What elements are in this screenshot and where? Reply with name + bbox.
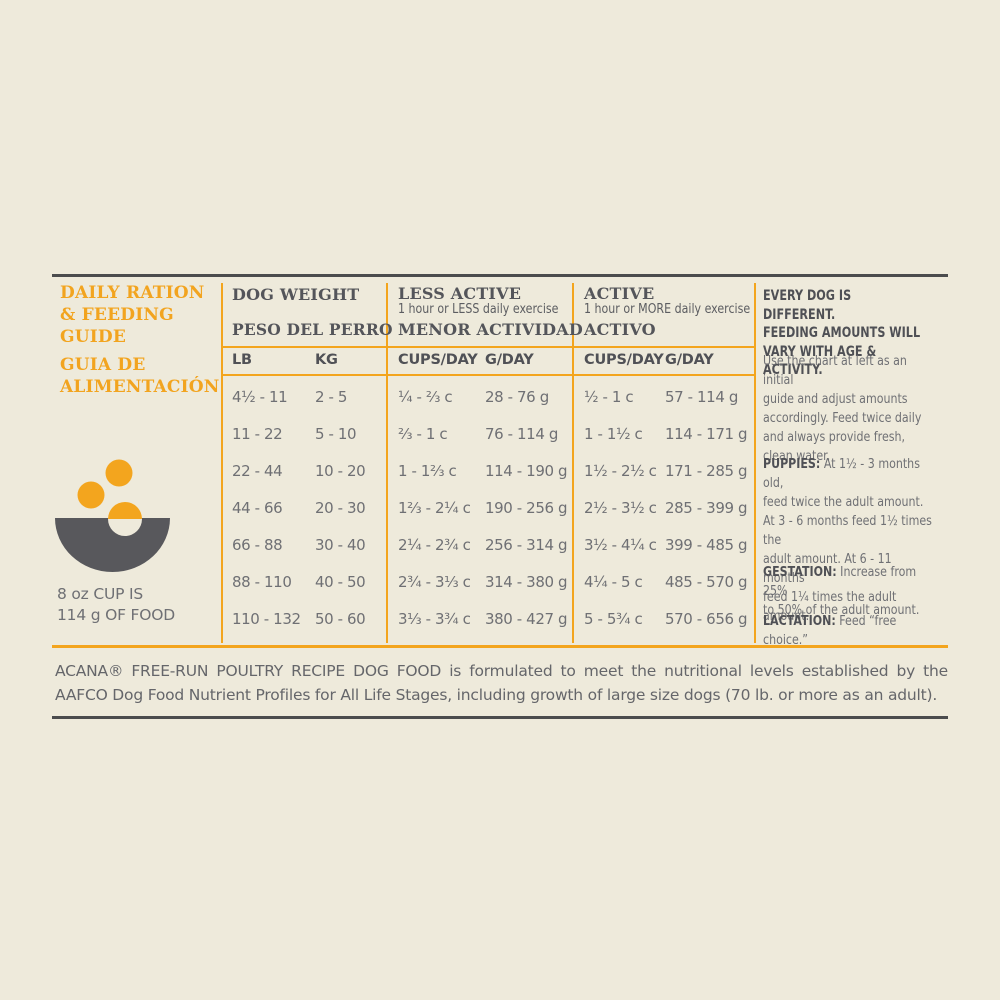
lactation-label: LACTATION: xyxy=(763,614,836,629)
cell-a_g: 285 - 399 g xyxy=(665,499,748,517)
col-header-cups-active: CUPS/DAY xyxy=(584,352,664,368)
cell-a_g: 485 - 570 g xyxy=(665,573,748,591)
puppies-label: PUPPIES: xyxy=(763,457,821,472)
feeding-table-rows: 4½ - 11 2 - 5 ¼ - ⅔ c 28 - 76 g ½ - 1 c 57 - … xyxy=(222,379,756,638)
puppies-paragraph: PUPPIES: At 1½ - 3 months old, feed twic… xyxy=(763,455,933,626)
cell-la_g: 256 - 314 g xyxy=(485,536,568,554)
table-row: 4½ - 11 2 - 5 ¼ - ⅔ c 28 - 76 g ½ - 1 c 57 - … xyxy=(222,379,756,416)
cell-a_cups: 5 - 5¾ c xyxy=(584,610,643,628)
cell-kg: 30 - 40 xyxy=(315,536,366,554)
puppies-text: At 1½ - 3 months old, feed twice the adu… xyxy=(763,457,932,624)
cell-kg: 40 - 50 xyxy=(315,573,366,591)
cell-la_cups: 3⅓ - 3¾ c xyxy=(398,610,471,628)
lactation-text: Feed “free choice.” xyxy=(763,614,897,648)
cell-la_g: 190 - 256 g xyxy=(485,499,568,517)
cell-lb: 22 - 44 xyxy=(232,462,283,480)
table-row: 88 - 110 40 - 50 2¾ - 3⅓ c 314 - 380 g 4¼ - … xyxy=(222,564,756,601)
active-subtitle: 1 hour or MORE daily exercise xyxy=(584,302,751,317)
cell-kg: 5 - 10 xyxy=(315,425,357,443)
table-subheader-rule xyxy=(221,374,756,376)
table-row: 66 - 88 30 - 40 2¼ - 2¾ c 256 - 314 g 3½ - 4… xyxy=(222,527,756,564)
gestation-paragraph: GESTATION: Increase from 25% to 50% of t… xyxy=(763,563,933,620)
table-divider-active xyxy=(572,283,574,643)
cell-la_g: 76 - 114 g xyxy=(485,425,558,443)
cell-a_g: 399 - 485 g xyxy=(665,536,748,554)
guia-alimentacion-title: GUIA DE ALIMENTACIÓN xyxy=(60,355,220,397)
menor-actividad-header: MENOR ACTIVIDAD xyxy=(398,320,583,339)
every-dog-heading: EVERY DOG IS DIFFERENT. FEEDING AMOUNTS … xyxy=(763,288,921,378)
table-row: 44 - 66 20 - 30 1⅔ - 2¼ c 190 - 256 g 2½ - 3… xyxy=(222,490,756,527)
table-divider-weight xyxy=(221,283,223,643)
cell-a_g: 171 - 285 g xyxy=(665,462,748,480)
cell-a_g: 570 - 656 g xyxy=(665,610,748,628)
cell-la_cups: 1⅔ - 2¼ c xyxy=(398,499,471,517)
table-divider-less-active xyxy=(386,283,388,643)
top-divider xyxy=(52,274,948,277)
cell-la_g: 380 - 427 g xyxy=(485,610,568,628)
cell-lb: 44 - 66 xyxy=(232,499,283,517)
activo-header: ACTIVO xyxy=(584,320,656,339)
cell-a_cups: 4¼ - 5 c xyxy=(584,573,643,591)
col-header-cups-less: CUPS/DAY xyxy=(398,352,478,368)
cell-la_cups: ⅔ - 1 c xyxy=(398,425,448,443)
cell-kg: 2 - 5 xyxy=(315,388,348,406)
cell-a_cups: 1 - 1½ c xyxy=(584,425,643,443)
cell-la_g: 114 - 190 g xyxy=(485,462,568,480)
lactation-paragraph: LACTATION: Feed “free choice.” xyxy=(763,612,933,650)
cell-a_cups: 3½ - 4¼ c xyxy=(584,536,657,554)
less-active-header: LESS ACTIVE xyxy=(398,284,522,303)
cell-a_cups: ½ - 1 c xyxy=(584,388,634,406)
table-header-rule xyxy=(221,346,756,348)
active-header: ACTIVE xyxy=(584,284,655,303)
cell-la_g: 28 - 76 g xyxy=(485,388,549,406)
dog-weight-header: DOG WEIGHT xyxy=(232,285,360,304)
cell-lb: 11 - 22 xyxy=(232,425,283,443)
cell-a_g: 57 - 114 g xyxy=(665,388,738,406)
cell-lb: 88 - 110 xyxy=(232,573,292,591)
table-row: 11 - 22 5 - 10 ⅔ - 1 c 76 - 114 g 1 - 1½ c 11… xyxy=(222,416,756,453)
cell-a_cups: 2½ - 3½ c xyxy=(584,499,657,517)
less-active-subtitle: 1 hour or LESS daily exercise xyxy=(398,302,559,317)
footer-top-divider xyxy=(52,645,948,648)
peso-del-perro-header: PESO DEL PERRO xyxy=(232,320,393,339)
cell-lb: 4½ - 11 xyxy=(232,388,288,406)
intro-paragraph: Use the chart at left as an initial guid… xyxy=(763,354,922,464)
table-row: 22 - 44 10 - 20 1 - 1⅔ c 114 - 190 g 1½ - 2½… xyxy=(222,453,756,490)
col-header-g-less: G/DAY xyxy=(485,352,534,368)
cell-a_g: 114 - 171 g xyxy=(665,425,748,443)
cell-la_cups: ¼ - ⅔ c xyxy=(398,388,453,406)
cell-la_g: 314 - 380 g xyxy=(485,573,568,591)
cell-la_cups: 2¼ - 2¾ c xyxy=(398,536,471,554)
table-row: 110 - 132 50 - 60 3⅓ - 3¾ c 380 - 427 g 5 - … xyxy=(222,601,756,638)
cell-lb: 110 - 132 xyxy=(232,610,301,628)
cell-kg: 20 - 30 xyxy=(315,499,366,517)
cell-a_cups: 1½ - 2½ c xyxy=(584,462,657,480)
gestation-label: GESTATION: xyxy=(763,565,837,580)
cell-la_cups: 2¾ - 3⅓ c xyxy=(398,573,471,591)
col-header-lb: LB xyxy=(232,352,252,368)
cell-la_cups: 1 - 1⅔ c xyxy=(398,462,457,480)
cup-measure-note: 8 oz CUP IS 114 g OF FOOD xyxy=(57,585,175,624)
col-header-kg: KG xyxy=(315,352,338,368)
bowl-kibble-icon xyxy=(55,459,170,572)
daily-ration-title: DAILY RATION & FEEDING GUIDE xyxy=(60,283,205,347)
bottom-divider xyxy=(52,716,948,719)
col-header-g-active: G/DAY xyxy=(665,352,714,368)
gestation-text: Increase from 25% to 50% of the adult am… xyxy=(763,565,920,618)
cell-kg: 50 - 60 xyxy=(315,610,366,628)
aafco-statement: ACANA® FREE-RUN POULTRY RECIPE DOG FOOD … xyxy=(55,662,948,704)
cell-lb: 66 - 88 xyxy=(232,536,283,554)
cell-kg: 10 - 20 xyxy=(315,462,366,480)
table-divider-notes xyxy=(754,283,756,643)
